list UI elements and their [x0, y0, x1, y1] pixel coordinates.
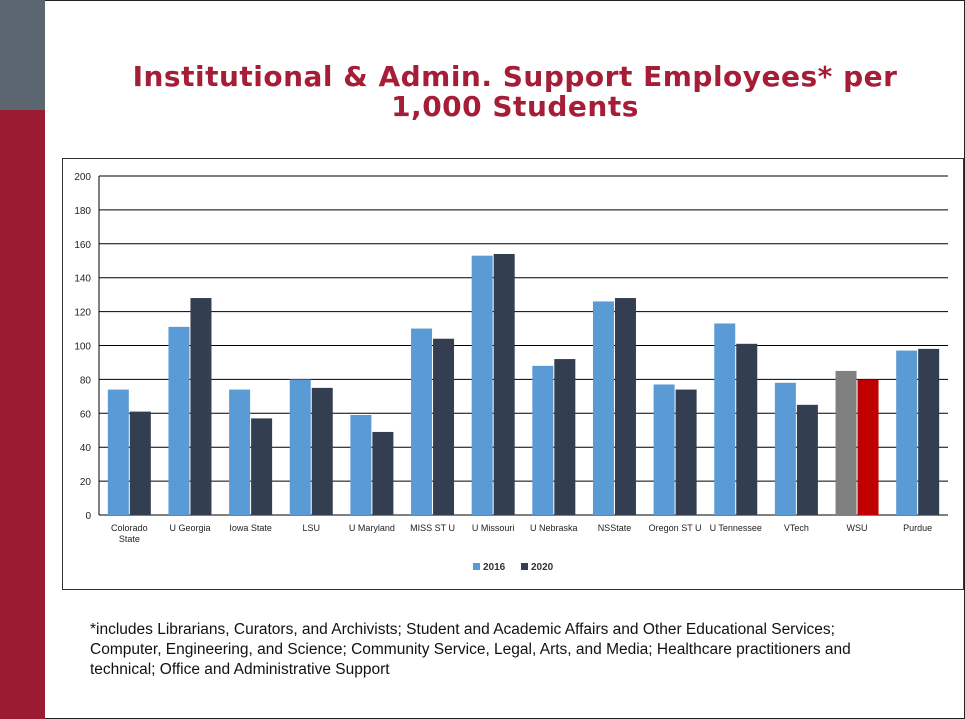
legend-swatch-2020 — [521, 563, 528, 570]
bar-2016-u-maryland — [350, 414, 372, 515]
x-tick-label: NSState — [598, 523, 632, 533]
bar-2020-u-tennessee — [736, 343, 758, 515]
y-tick-label: 40 — [80, 443, 92, 454]
legend-label-2020: 2020 — [531, 562, 554, 573]
bar-2016-purdue — [896, 350, 918, 515]
bar-2020-lsu — [311, 387, 333, 515]
footnote: *includes Librarians, Curators, and Arch… — [90, 621, 851, 678]
bar-2016-iowa-state — [229, 389, 251, 515]
x-tick-label: State — [119, 534, 140, 544]
y-tick-label: 140 — [74, 274, 91, 285]
bar-2016-wsu — [835, 370, 857, 515]
y-tick-label: 200 — [74, 172, 91, 183]
y-tick-label: 80 — [80, 375, 92, 386]
bar-chart: 0 20 40 60 80 100 120 140 160 180 200 ColoradoState… — [74, 172, 948, 573]
x-tick-label: Iowa State — [229, 523, 272, 533]
bar-2020-u-missouri — [493, 253, 515, 515]
bar-2020-miss-st-u — [433, 338, 455, 515]
x-tick-label: LSU — [302, 523, 320, 533]
bar-2016-vtech — [774, 382, 796, 515]
bar-2016-nsstate — [592, 301, 614, 515]
y-tick-label: 120 — [74, 308, 91, 319]
y-tick-label: 60 — [80, 409, 92, 420]
y-tick-label: 20 — [80, 477, 92, 488]
x-tick-label: Colorado — [111, 523, 148, 533]
x-tick-label: VTech — [784, 523, 809, 533]
sidebar-accent-gray — [0, 0, 45, 110]
slide-title: Institutional & Admin. Support Employees… — [132, 60, 898, 123]
x-tick-label: MISS ST U — [410, 523, 455, 533]
bar-2016-lsu — [289, 379, 311, 515]
sidebar-accent-red — [0, 110, 45, 719]
y-tick-label: 0 — [85, 511, 91, 522]
x-tick-label: U Maryland — [349, 523, 395, 533]
legend-label-2016: 2016 — [483, 562, 506, 573]
bar-2020-wsu — [857, 379, 879, 515]
bar-2016-colorado-state — [107, 389, 129, 515]
bar-2016-u-tennessee — [714, 323, 736, 515]
x-tick-label: Purdue — [903, 523, 932, 533]
bar-2016-u-georgia — [168, 326, 190, 515]
y-tick-label: 180 — [74, 206, 91, 217]
bar-2016-miss-st-u — [411, 328, 433, 515]
x-tick-label: U Missouri — [472, 523, 515, 533]
x-tick-label: U Nebraska — [530, 523, 578, 533]
x-tick-label: U Georgia — [169, 523, 210, 533]
legend-swatch-2016 — [473, 563, 480, 570]
bar-2020-iowa-state — [251, 418, 273, 515]
x-tick-label: WSU — [847, 523, 868, 533]
bar-2020-u-nebraska — [554, 359, 576, 515]
bar-2020-oregon-st-u — [675, 389, 697, 515]
y-tick-label: 100 — [74, 342, 91, 353]
bar-2016-u-missouri — [471, 255, 493, 515]
bar-2016-u-nebraska — [532, 365, 554, 515]
bar-2020-purdue — [918, 348, 940, 515]
bar-2016-oregon-st-u — [653, 384, 675, 515]
bar-2020-nsstate — [614, 298, 636, 515]
x-tick-label: U Tennessee — [710, 523, 762, 533]
y-tick-label: 160 — [74, 240, 91, 251]
x-tick-label: Oregon ST U — [649, 523, 702, 533]
bar-2020-u-georgia — [190, 298, 212, 515]
bar-2020-vtech — [796, 404, 818, 515]
bar-2020-u-maryland — [372, 431, 394, 515]
bar-2020-colorado-state — [129, 411, 151, 515]
chart-container: 0 20 40 60 80 100 120 140 160 180 200 Colorado State… — [62, 158, 964, 590]
